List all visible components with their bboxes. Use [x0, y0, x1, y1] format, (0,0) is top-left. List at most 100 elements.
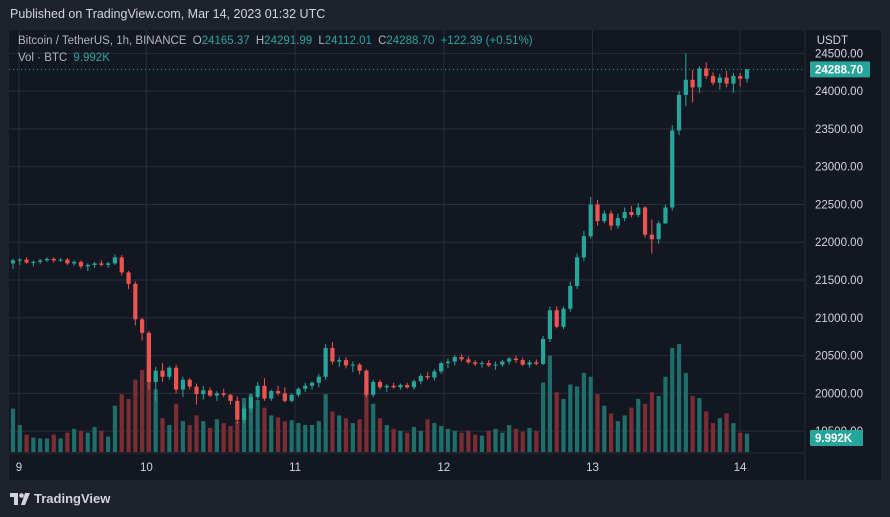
close-value: 24288.70 [386, 35, 435, 47]
tradingview-brand[interactable]: TradingView [34, 491, 111, 506]
high-label: H [255, 35, 265, 47]
candle-body [241, 408, 247, 420]
volume-bar [323, 394, 328, 452]
tradingview-logo-icon[interactable] [10, 491, 32, 507]
price-tick-label: 24500.00 [815, 48, 863, 60]
volume-bar [377, 418, 383, 452]
candle-body [167, 367, 172, 377]
volume-bar [99, 430, 104, 452]
price-chart[interactable]: 24500.00 24000.00 23500.00 23000.00 22500.00… [9, 30, 881, 480]
volume-bar [269, 415, 274, 452]
candle-body [581, 236, 586, 258]
volume-bar [656, 396, 661, 452]
candle-body [527, 362, 532, 365]
volume-bar [622, 415, 627, 452]
volume-bar [507, 425, 512, 452]
candle-body [58, 259, 63, 261]
volume-bar [153, 389, 158, 452]
candle-body [670, 130, 675, 208]
volume-bar [384, 425, 389, 452]
candle-body [187, 379, 192, 387]
time-tick-label: 12 [437, 462, 450, 474]
volume-bar [527, 427, 532, 452]
candle-body [78, 261, 84, 267]
volume-bar [180, 421, 186, 452]
volume-bar [602, 405, 607, 452]
volume-bar [146, 374, 152, 452]
candle-body [690, 79, 695, 88]
candle-body [418, 375, 423, 382]
candle-body [425, 375, 430, 378]
volume-bar [636, 398, 641, 452]
volume-bar [710, 423, 716, 452]
candle-body [738, 76, 743, 79]
volume-bar [541, 382, 546, 452]
volume-bar [649, 392, 654, 452]
candle-body [146, 332, 152, 383]
candle-body [262, 385, 267, 399]
candle-body [316, 376, 321, 383]
last-price-label: 24288.70 [815, 64, 863, 76]
volume-bar [466, 430, 471, 452]
candle-body [303, 385, 308, 389]
candle-body [459, 357, 464, 360]
candle-body [683, 79, 688, 95]
volume-bar [690, 396, 695, 452]
volume-bar [65, 432, 70, 452]
volume-bar [568, 384, 573, 452]
volume-bar [364, 389, 369, 452]
volume-legend: Vol · BTC 9.992K [18, 52, 110, 64]
chart-pane[interactable]: 24500.00 24000.00 23500.00 23000.00 22500.00… [9, 30, 881, 480]
candle-body [405, 385, 410, 388]
volume-bar [221, 423, 226, 452]
candle-body [547, 310, 553, 339]
candle-body [255, 385, 260, 398]
candle-body [534, 362, 539, 364]
volume-bar [194, 415, 199, 452]
price-tick-label: 23500.00 [815, 124, 863, 136]
time-tick-label: 10 [140, 462, 153, 474]
candle-body [343, 360, 349, 366]
candle-body [160, 370, 165, 377]
price-tick-label: 21500.00 [815, 275, 863, 287]
candle-body [31, 261, 36, 263]
currency-label: USDT [816, 35, 848, 47]
volume-bar [241, 398, 247, 452]
volume-bar [486, 430, 491, 452]
candle-body [493, 364, 498, 366]
volume-bar [350, 423, 355, 452]
volume-bar [235, 421, 240, 452]
footer-bar: TradingView [0, 480, 890, 517]
volume-bar [167, 425, 172, 452]
volume-bar [289, 420, 294, 452]
candle-body [65, 259, 70, 264]
volume-bar [547, 355, 553, 452]
symbol-name: Bitcoin / TetherUS, 1h, BINANCE [18, 35, 187, 47]
volume-bar [581, 372, 586, 452]
candle-body [398, 385, 403, 388]
candle-body [85, 264, 90, 267]
candle-body [500, 361, 505, 365]
volume-bar [330, 411, 335, 452]
volume-bar [608, 413, 614, 452]
volume-bar [670, 347, 675, 452]
candle-body [629, 212, 634, 216]
volume-bar [738, 432, 743, 452]
volume-bar [629, 407, 634, 452]
candle-body [371, 382, 376, 395]
volume-bar [92, 426, 97, 452]
volume-bar [337, 415, 342, 452]
candle-body [377, 382, 383, 388]
candle-body [561, 308, 566, 327]
candle-body [248, 397, 253, 409]
volume-bar [391, 428, 396, 452]
volume-bar [255, 399, 260, 452]
volume-bar [38, 438, 43, 452]
candle-body [72, 261, 77, 264]
time-tick-label: 13 [586, 462, 599, 474]
volume-bar [275, 417, 281, 452]
volume-bar [214, 419, 219, 452]
time-tick-label: 11 [289, 462, 301, 474]
volume-bar [513, 428, 519, 452]
candle-body [588, 204, 593, 237]
